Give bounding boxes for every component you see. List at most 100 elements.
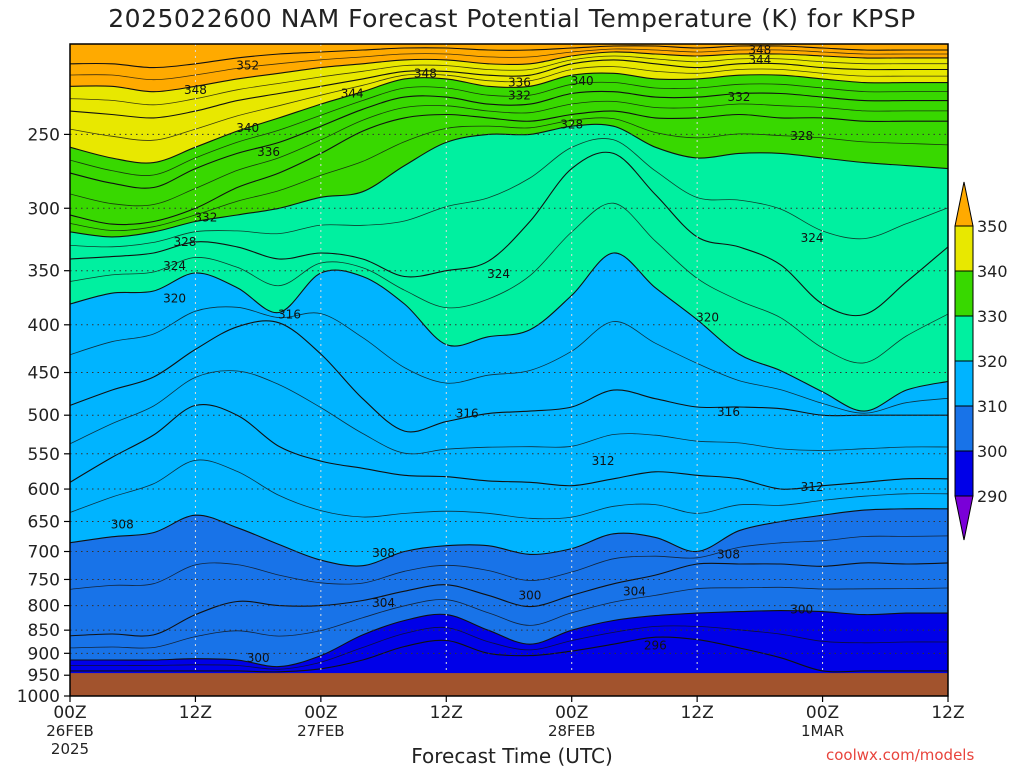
isentrope-314 (70, 370, 948, 455)
colorbar-label-300: 300 (977, 442, 1008, 461)
y-tick-label-450: 450 (28, 364, 60, 384)
contour-label-320: 320 (163, 292, 186, 306)
contour-label-332: 332 (194, 211, 217, 225)
colorbar-swatch-340 (954, 225, 974, 272)
isentrope-348 (70, 51, 948, 93)
isentrope-326 (70, 138, 948, 248)
contour-label-324: 324 (487, 267, 510, 281)
isentrope-346 (70, 55, 948, 106)
colorbar-bottom-arrow (954, 495, 974, 541)
x-tick-label-0: 00Z (53, 703, 86, 723)
x-tick-label-12: 12Z (179, 703, 212, 723)
isentrope-336 (70, 90, 948, 189)
colorbar-top-arrow (954, 181, 974, 227)
contour-label-300: 300 (247, 651, 270, 665)
ground-layer (70, 673, 948, 696)
isentrope-296 (70, 636, 948, 673)
isentrope-302 (70, 586, 948, 649)
colorbar-swatch-310 (954, 360, 974, 407)
theta-fill-layer (70, 44, 948, 696)
y-tick-label-550: 550 (28, 445, 60, 465)
isentrope-352 (70, 45, 948, 69)
contour-label-352: 352 (236, 59, 259, 73)
contour-label-332: 332 (727, 90, 750, 104)
isentrope-332 (70, 110, 948, 226)
y-tick-label-850: 850 (28, 621, 60, 641)
plot-frame (69, 43, 949, 697)
y-tick-label-500: 500 (28, 406, 60, 426)
contour-label-344: 344 (748, 53, 771, 67)
contour-label-316: 316 (717, 405, 740, 419)
source-credit: coolwx.com/models (826, 746, 975, 764)
y-tick-label-1000: 1000 (17, 687, 60, 707)
x-tick-label-72: 00Z (806, 703, 839, 723)
contour-label-layer: 3523483483443403363363323323323403483443… (111, 43, 824, 665)
contour-label-348: 348 (414, 66, 437, 80)
isentrope-338 (70, 81, 948, 176)
y-tick-label-350: 350 (28, 262, 60, 282)
contour-label-348: 348 (184, 83, 207, 97)
isentrope-306 (70, 535, 948, 590)
isentrope-340 (70, 72, 948, 164)
contour-label-340: 340 (571, 74, 594, 88)
y-tick-label-600: 600 (28, 480, 60, 500)
isentrope-316 (70, 320, 948, 433)
isentrope-342 (70, 66, 948, 141)
contour-label-304: 304 (372, 596, 395, 610)
contour-label-332: 332 (508, 88, 531, 102)
contour-label-336: 336 (508, 76, 531, 90)
theta-band-348 (70, 44, 948, 92)
contour-label-312: 312 (592, 454, 615, 468)
isentrope-344 (70, 59, 948, 119)
colorbar: 290 300 310 320 330 340 350 (954, 181, 1008, 541)
contour-label-308: 308 (717, 547, 740, 561)
y-tick-label-250: 250 (28, 125, 60, 145)
y-tick-label-300: 300 (28, 199, 60, 219)
contour-label-316: 316 (456, 407, 479, 421)
contour-label-300: 300 (518, 588, 541, 602)
contour-label-304: 304 (623, 585, 646, 599)
contour-label-348: 348 (748, 43, 771, 57)
isentrope-328 (70, 123, 948, 238)
x-tick-label-84: 12Z (931, 703, 964, 723)
y-tick-label-800: 800 (28, 597, 60, 617)
colorbar-label-340: 340 (977, 262, 1008, 281)
contour-label-296: 296 (644, 639, 667, 653)
x-axis-label: Forecast Time (UTC) (411, 744, 613, 768)
contour-label-340: 340 (236, 121, 259, 135)
ground-terrain (70, 673, 948, 696)
contour-label-324: 324 (163, 259, 186, 273)
x-date-label-72: 1MAR (801, 722, 844, 740)
contour-label-316: 316 (278, 308, 301, 322)
isentrope-330 (70, 117, 948, 232)
colorbar-swatch-320 (954, 315, 974, 362)
contour-label-336: 336 (257, 145, 280, 159)
isentrope-318 (70, 306, 948, 414)
isentrope-350 (70, 48, 948, 81)
x-date-label-0: 26FEB (46, 722, 93, 740)
y-tick-label-950: 950 (28, 666, 60, 686)
contour-label-300: 300 (790, 603, 813, 617)
x-date-label-24: 27FEB (297, 722, 344, 740)
y-tick-label-400: 400 (28, 316, 60, 336)
x-tick-label-48: 00Z (555, 703, 588, 723)
isentrope-310 (70, 459, 948, 520)
colorbar-label-290: 290 (977, 487, 1008, 506)
contour-label-320: 320 (696, 311, 719, 325)
y-tick-label-700: 700 (28, 543, 60, 563)
isentrope-320 (70, 252, 948, 412)
contour-label-308: 308 (111, 518, 134, 532)
colorbar-swatch-330 (954, 270, 974, 317)
contour-label-308: 308 (372, 546, 395, 560)
colorbar-label-310: 310 (977, 397, 1008, 416)
isentrope-layer (70, 45, 948, 673)
isentrope-322 (70, 202, 948, 364)
isentrope-324 (70, 151, 948, 317)
contour-label-328: 328 (174, 235, 197, 249)
plot-area (70, 44, 948, 696)
x-tick-label-60: 12Z (681, 703, 714, 723)
x-date-label-48: 28FEB (548, 722, 595, 740)
theta-band-352 (70, 44, 948, 68)
